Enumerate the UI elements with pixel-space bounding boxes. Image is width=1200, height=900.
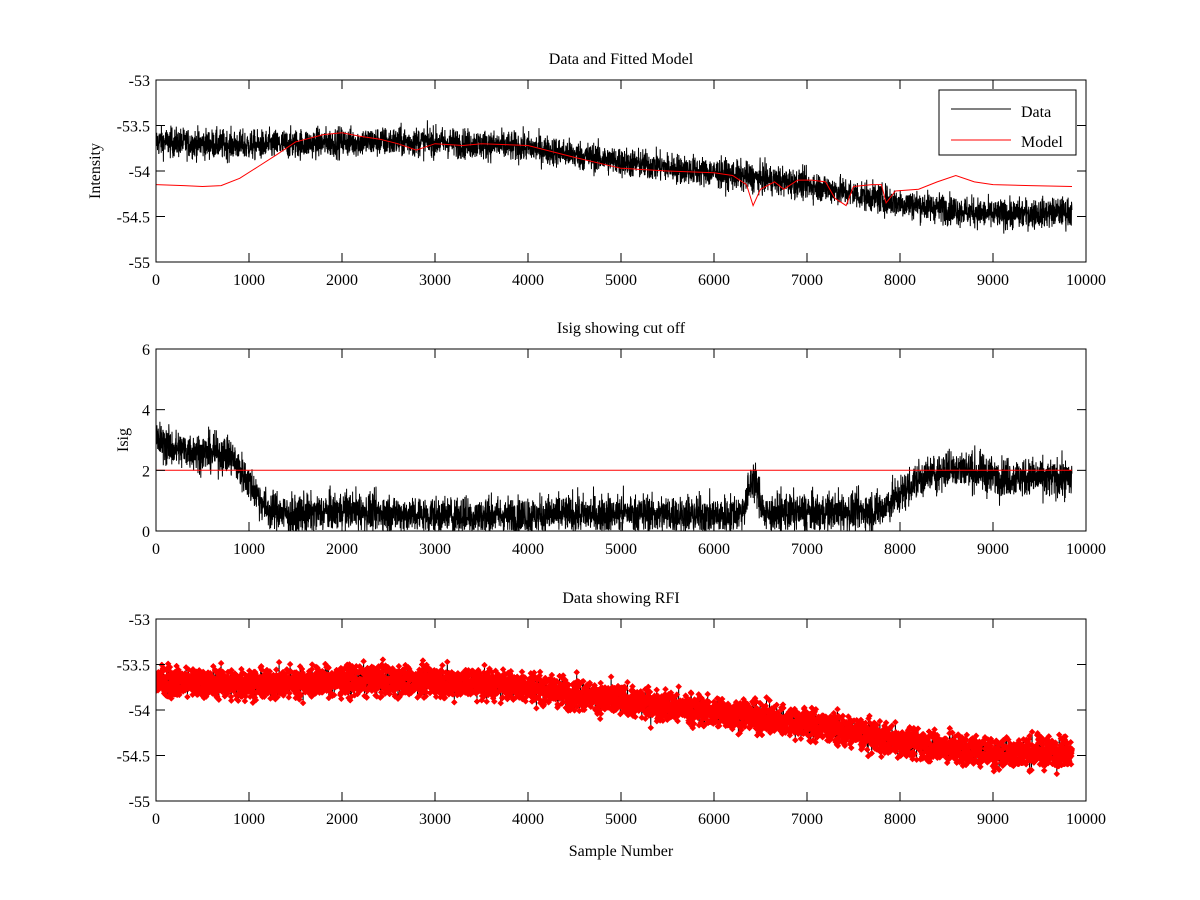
x-tick-label: 6000 (698, 541, 730, 558)
y-tick-label: -54 (129, 703, 150, 720)
series-group (156, 421, 1073, 531)
y-tick-label: -54.5 (117, 749, 150, 766)
series-isig-line (156, 421, 1073, 531)
plot-area (156, 120, 1073, 234)
x-axis-label: Sample Number (569, 843, 674, 860)
x-tick-label: 10000 (1066, 811, 1106, 828)
axis-ticks: 0 1000 2000 3000 4000 5000 6000 7000 8000 9000 100… (117, 73, 1106, 289)
x-tick-label: 3000 (419, 811, 451, 828)
y-tick-label: -54.5 (117, 210, 150, 227)
x-tick-label: 4000 (512, 811, 544, 828)
x-tick-label: 9000 (977, 272, 1009, 289)
x-tick-label: 5000 (605, 272, 637, 289)
x-tick-label: 7000 (791, 272, 823, 289)
y-tick-label: -53.5 (117, 119, 150, 136)
y-tick-label: -53.5 (117, 658, 150, 675)
axis-ticks: 0 1000 2000 3000 4000 5000 6000 7000 8000 9000 100… (117, 612, 1106, 828)
x-tick-label: 0 (152, 811, 160, 828)
y-tick-label: 0 (142, 524, 150, 541)
x-tick-label: 10000 (1066, 541, 1106, 558)
subplot-title: Data showing RFI (562, 590, 679, 607)
x-tick-label: 6000 (698, 811, 730, 828)
x-tick-label: 1000 (233, 811, 265, 828)
x-tick-label: 9000 (977, 811, 1009, 828)
legend-box (938, 89, 1077, 156)
x-tick-label: 0 (152, 272, 160, 289)
series-group (156, 120, 1073, 234)
plot-area (156, 421, 1073, 531)
y-tick-label: -53 (129, 73, 150, 90)
x-tick-label: 4000 (512, 272, 544, 289)
x-tick-label: 8000 (884, 811, 916, 828)
subplot-data-showing-rfi: Data showing RFI Sample Number 0 1000 2000… (117, 590, 1106, 860)
x-tick-label: 4000 (512, 541, 544, 558)
y-tick-label: -55 (129, 255, 150, 272)
x-tick-label: 7000 (791, 811, 823, 828)
legend-label-data: Data (1021, 104, 1051, 121)
y-tick-label: -53 (129, 612, 150, 629)
x-tick-label: 8000 (884, 541, 916, 558)
x-tick-label: 7000 (791, 541, 823, 558)
x-tick-label: 2000 (326, 541, 358, 558)
x-tick-label: 9000 (977, 541, 1009, 558)
x-tick-label: 5000 (605, 811, 637, 828)
subplot-data-and-fitted-model: Data and Fitted Model Intensity 0 1000 200… (87, 51, 1106, 289)
x-tick-label: 1000 (233, 272, 265, 289)
x-tick-label: 8000 (884, 272, 916, 289)
subplot-isig-showing-cut-off: Isig showing cut off Isig 0 1000 2000 3000 4… (115, 320, 1106, 558)
y-tick-label: 2 (142, 463, 150, 480)
x-tick-label: 3000 (419, 541, 451, 558)
series-data-rfi-flagged--markers (156, 656, 1076, 778)
axis-ticks: 0 1000 2000 3000 4000 5000 6000 7000 8000 9000 100… (142, 342, 1106, 558)
series-group (156, 656, 1076, 778)
series-data-line (156, 120, 1073, 234)
y-tick-label: -55 (129, 794, 150, 811)
x-tick-label: 1000 (233, 541, 265, 558)
x-tick-label: 6000 (698, 272, 730, 289)
x-tick-label: 3000 (419, 272, 451, 289)
y-tick-label: 6 (142, 342, 150, 359)
legend-label-model: Model (1021, 134, 1063, 151)
series-model-line (156, 132, 1073, 208)
x-tick-label: 2000 (326, 272, 358, 289)
legend: Data Model (938, 89, 1077, 156)
x-tick-label: 5000 (605, 541, 637, 558)
y-tick-label: -54 (129, 164, 150, 181)
y-tick-label: 4 (142, 403, 150, 420)
x-tick-label: 0 (152, 541, 160, 558)
subplot-title: Data and Fitted Model (549, 51, 694, 68)
x-tick-label: 2000 (326, 811, 358, 828)
x-tick-label: 10000 (1066, 272, 1106, 289)
y-axis-label: Isig (115, 428, 132, 452)
plot-area (156, 656, 1076, 778)
subplot-title: Isig showing cut off (557, 320, 686, 337)
y-axis-label: Intensity (87, 143, 104, 199)
